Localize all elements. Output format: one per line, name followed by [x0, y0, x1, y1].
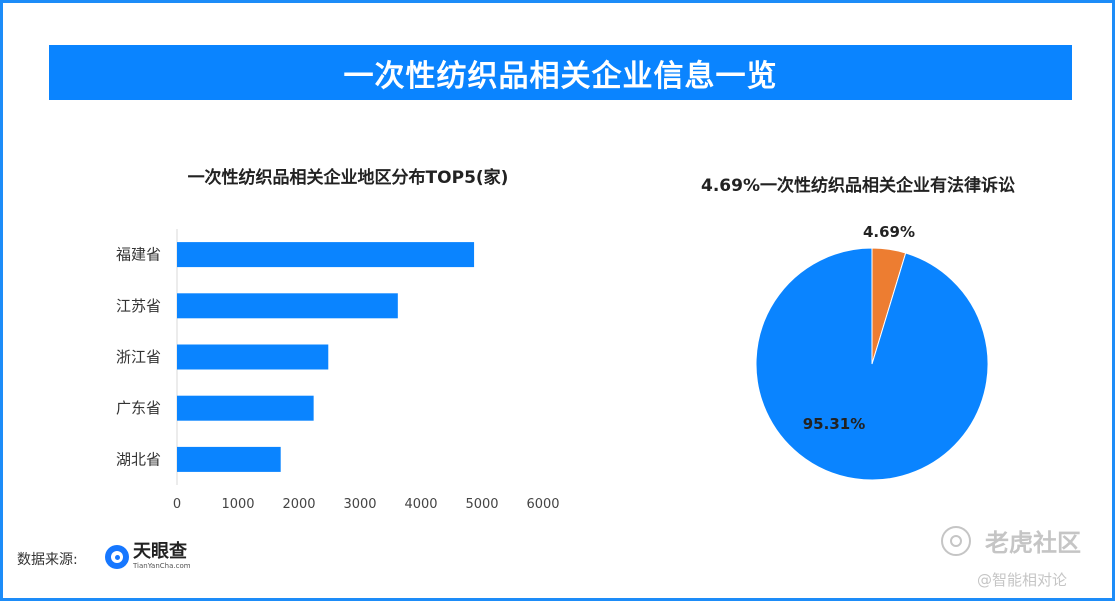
source-label: 数据来源: — [17, 552, 78, 568]
x-tick-label: 5000 — [465, 497, 498, 512]
pie-slice-2 — [755, 247, 989, 481]
pie-label-small: 4.69% — [863, 223, 915, 241]
data-source: 数据来源: — [17, 549, 78, 569]
bar-4 — [177, 395, 314, 421]
eye-icon — [105, 544, 129, 569]
pie-label-large: 95.31% — [803, 415, 865, 433]
pie-chart-title: 4.69%一次性纺织品相关企业有法律诉讼 — [701, 176, 1015, 196]
bar-category-label: 湖北省 — [116, 450, 161, 468]
watermark-author: @智能相对论 — [977, 571, 1068, 589]
watermark-community: 老虎社区 — [941, 523, 1081, 558]
page-title: 一次性纺织品相关企业信息一览 — [49, 45, 1072, 100]
bar-category-label: 福建省 — [116, 246, 161, 264]
bar-category-label: 广东省 — [116, 399, 161, 417]
bar-3 — [177, 344, 329, 370]
tianyancha-logo: 天眼查 TianYanCha.com — [105, 543, 191, 570]
bar-5 — [177, 446, 281, 472]
x-tick-label: 2000 — [282, 497, 315, 512]
x-tick-label: 6000 — [526, 497, 559, 512]
bar-1 — [177, 242, 475, 268]
logo-domain: TianYanCha.com — [133, 562, 191, 570]
x-tick-label: 3000 — [343, 497, 376, 512]
bar-chart-title: 一次性纺织品相关企业地区分布TOP5(家) — [187, 168, 509, 188]
bar-category-label: 江苏省 — [116, 297, 161, 315]
watermark-icon — [941, 525, 971, 556]
x-tick-label: 1000 — [221, 497, 254, 512]
x-tick-label: 0 — [173, 497, 181, 512]
logo-name: 天眼查 — [133, 541, 187, 562]
x-tick-label: 4000 — [404, 497, 437, 512]
bar-category-label: 浙江省 — [116, 348, 161, 366]
watermark-text: 老虎社区 — [985, 529, 1081, 557]
bar-2 — [177, 293, 398, 319]
